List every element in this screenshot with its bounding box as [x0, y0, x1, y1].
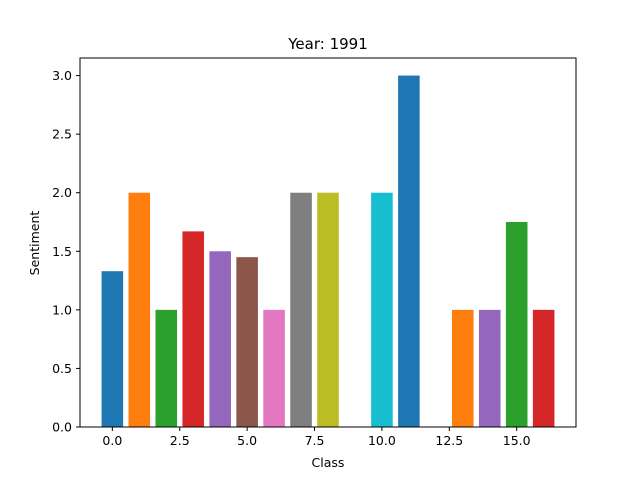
- chart-title: Year: 1991: [287, 35, 368, 53]
- bar-14: [532, 309, 555, 427]
- x-tick-label: 0.0: [102, 433, 122, 448]
- bar-1: [128, 192, 151, 427]
- bar-7: [290, 192, 312, 427]
- x-tick-label: 10.0: [368, 433, 396, 448]
- bar-8: [317, 192, 339, 427]
- bar-10: [398, 75, 420, 427]
- x-tick-label: 5.0: [237, 433, 257, 448]
- x-axis-ticks: 0.0 2.5 5.0 7.5 10.0 12.5 15.0: [102, 427, 531, 448]
- x-tick-label: 12.5: [435, 433, 463, 448]
- bars-group: [101, 75, 555, 427]
- y-tick-label: 0.5: [52, 361, 72, 376]
- y-tick-label: 0.0: [52, 420, 72, 435]
- bar-0: [101, 271, 124, 427]
- x-tick-label: 2.5: [170, 433, 190, 448]
- y-tick-label: 1.5: [52, 244, 72, 259]
- x-tick-label: 7.5: [305, 433, 325, 448]
- x-axis-label: Class: [312, 455, 345, 470]
- y-tick-label: 1.0: [52, 302, 72, 317]
- bar-12: [478, 309, 501, 427]
- y-tick-label: 2.0: [52, 185, 72, 200]
- y-tick-label: 2.5: [52, 127, 72, 142]
- y-axis-ticks: 0.0 0.5 1.0 1.5 2.0 2.5 3.0: [52, 68, 80, 435]
- bar-5: [236, 257, 258, 427]
- bar-9: [371, 192, 393, 427]
- x-tick-label: 15.0: [503, 433, 531, 448]
- bar-11: [452, 309, 474, 427]
- bar-13: [505, 222, 528, 427]
- bar-6: [263, 309, 285, 427]
- bar-2: [155, 309, 178, 427]
- plot-frame: [79, 57, 577, 428]
- y-tick-label: 3.0: [52, 68, 72, 83]
- y-axis-label: Sentiment: [27, 211, 42, 276]
- bar-3: [182, 231, 204, 427]
- bar-4: [209, 251, 231, 427]
